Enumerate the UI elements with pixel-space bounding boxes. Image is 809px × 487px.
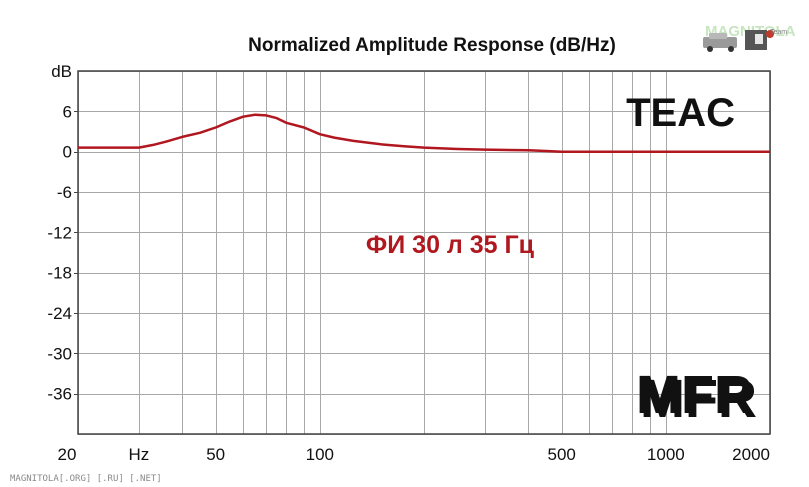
x-tick-label: Hz [129, 445, 150, 464]
test-annotation: ФИ 30 л 35 Гц [366, 231, 535, 259]
x-tick-label: 1000 [647, 445, 685, 464]
car-icon [703, 33, 737, 52]
chart-title: Normalized Amplitude Response (dB/Hz) [248, 35, 616, 56]
mfr-badge: MFR MFR [636, 365, 757, 429]
grid [77, 70, 771, 435]
x-tick-label: 20 [58, 445, 77, 464]
response-curve [78, 113, 770, 153]
y-axis-unit-label: dB [51, 62, 72, 81]
y-axis-ticks: dB 6 0 -6 -12 -18 -24 -30 -36 [47, 62, 78, 404]
site-watermark: MAGNITOLA[.ORG] [.RU] [.NET] [10, 474, 162, 484]
mfr-badge-text: MFR [636, 365, 753, 425]
y-tick-label: 0 [63, 143, 72, 162]
speaker-icon [745, 30, 774, 50]
x-tick-label: 2000 [732, 445, 770, 464]
y-tick-label: 6 [63, 102, 72, 121]
series-group [78, 113, 770, 153]
y-tick-label: -6 [57, 183, 72, 202]
y-tick-label: -18 [47, 264, 72, 283]
magnitola-logo: MAGNITOLA Team [703, 23, 796, 52]
x-tick-label: 100 [306, 445, 334, 464]
y-tick-label: -36 [47, 385, 72, 404]
y-tick-label: -12 [47, 223, 72, 242]
y-tick-label: -24 [47, 304, 72, 323]
plot-frame [77, 70, 771, 435]
mfr-badge-shadow: MFR [640, 369, 757, 429]
y-tick-label: -30 [47, 344, 72, 363]
logo-sub-text: Team [770, 29, 787, 36]
x-tick-label: 500 [547, 445, 575, 464]
x-axis-ticks: 20 Hz 50 100 500 1000 2000 [58, 445, 770, 464]
x-tick-label: 50 [206, 445, 225, 464]
brand-label: TEAC [626, 91, 735, 135]
